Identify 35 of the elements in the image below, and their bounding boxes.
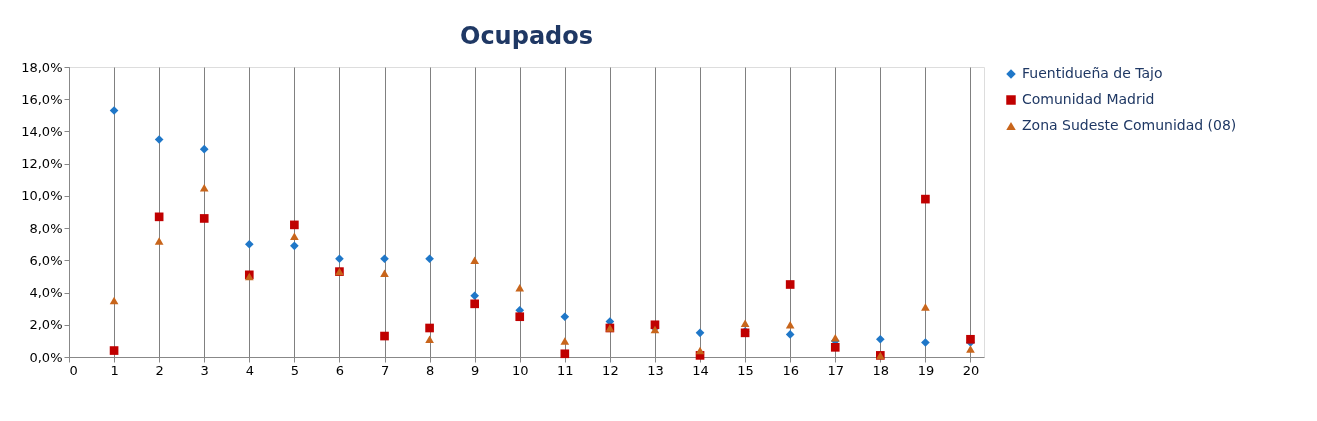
- x-tick-label: 2: [155, 362, 164, 378]
- x-tick-label: 0: [69, 362, 78, 378]
- y-tick-label: 6,0%: [29, 252, 63, 268]
- legend-label: Fuentidueña de Tajo: [1022, 65, 1163, 81]
- x-tick-label: 13: [647, 362, 664, 378]
- y-tick-label: 0,0%: [29, 349, 63, 365]
- legend-label: Comunidad Madrid: [1022, 91, 1155, 107]
- x-tick-label: 8: [425, 362, 435, 378]
- legend-label: Zona Sudeste Comunidad (08): [1022, 117, 1237, 133]
- x-tick-label: 20: [962, 362, 980, 378]
- x-tick-label: 9: [471, 362, 480, 378]
- chart-title: Ocupados: [459, 22, 594, 50]
- x-tick-label: 10: [511, 362, 529, 378]
- y-tick-label: 4,0%: [29, 285, 63, 301]
- x-tick-label: 6: [335, 362, 345, 378]
- x-tick-label: 14: [692, 362, 709, 378]
- x-tick-label: 1: [110, 362, 119, 378]
- x-tick-label: 7: [380, 362, 390, 378]
- x-tick-label: 4: [245, 362, 254, 378]
- y-tick-label: 14,0%: [21, 123, 63, 139]
- x-tick-label: 12: [602, 362, 619, 378]
- x-tick-label: 11: [557, 362, 574, 378]
- x-tick-label: 16: [782, 362, 799, 378]
- y-tick-label: 10,0%: [21, 188, 63, 204]
- x-tick-label: 18: [872, 362, 890, 378]
- x-tick-label: 17: [827, 362, 845, 378]
- x-tick-label: 5: [290, 362, 300, 378]
- y-tick-label: 2,0%: [29, 317, 63, 333]
- x-tick-label: 15: [737, 362, 754, 378]
- y-tick-label: 16,0%: [21, 91, 63, 107]
- x-tick-label: 3: [200, 362, 209, 378]
- y-tick-label: 8,0%: [29, 220, 63, 236]
- x-tick-label: 19: [917, 362, 935, 378]
- y-tick-label: 12,0%: [21, 156, 63, 172]
- y-tick-label: 18,0%: [21, 59, 63, 75]
